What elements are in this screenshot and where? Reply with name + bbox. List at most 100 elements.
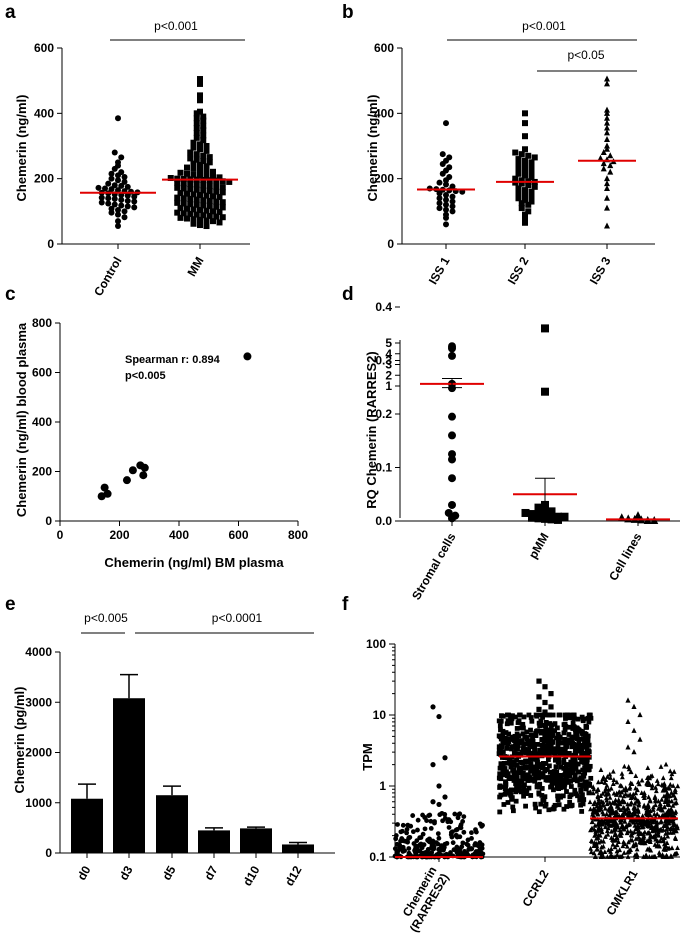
data-point [670,817,676,823]
data-point [610,781,616,786]
data-point [193,129,200,136]
data-point [216,174,223,181]
data-point [591,826,597,832]
data-point [523,750,529,756]
data-point [210,168,216,175]
data-point [518,177,525,184]
data-point [193,181,200,188]
data-point [528,793,534,798]
data-point [604,828,610,834]
data-point [614,852,620,857]
data-point [193,201,200,208]
data-point [631,703,637,710]
data-point [200,187,207,194]
data-point [635,798,641,803]
data-point [604,135,610,142]
data-point [548,724,554,730]
data-point [450,840,456,846]
data-point [596,820,602,826]
data-point [557,738,562,743]
data-point [562,736,567,742]
data-point [200,137,207,144]
data-point [508,793,514,798]
data-point [200,202,207,209]
data-point [197,161,203,168]
data-point [536,764,542,770]
data-point [557,752,563,758]
data-point [522,214,528,221]
data-point [672,787,678,792]
data-point [167,175,174,182]
data-point [415,827,420,833]
data-point [661,793,667,799]
data-point [187,149,194,156]
data-point [560,777,566,782]
data-point [603,834,608,839]
x-tick-label: Chemerin(RARRES2) [395,864,452,935]
data-point [591,813,597,819]
data-point [190,220,197,227]
data-point [628,832,634,837]
data-point [602,805,608,811]
y-tick-label: 600 [34,41,54,55]
data-point [206,197,213,204]
data-point [513,798,519,804]
data-point [554,725,560,731]
data-point [564,779,569,785]
panel-letter-a: a [5,2,16,23]
data-point [556,734,562,740]
data-point [537,712,543,718]
data-point [645,803,651,809]
data-point [585,750,591,755]
data-point [190,139,197,146]
data-point [553,764,559,770]
data-point [522,741,528,747]
data-point [509,716,515,722]
data-point [536,694,542,700]
data-point [607,152,614,159]
data-point [668,775,674,781]
data-point [515,156,522,163]
data-point [621,787,626,793]
data-point [530,738,536,744]
data-point [601,774,606,780]
data-point [630,818,636,824]
data-point [427,837,433,843]
data-point [439,160,446,167]
data-point [122,476,131,485]
data-point [604,801,610,807]
data-point [655,781,661,787]
data-point [503,783,509,789]
data-point [599,817,604,823]
y-tick-label: 5 [385,336,392,350]
data-point [580,718,586,724]
panel-d-ylabel: RQ Chemerin (RARRES2) [364,351,379,508]
data-point [578,788,584,794]
x-tick-label: Cell lines [606,530,645,583]
data-point [619,783,624,789]
data-point [648,825,654,831]
x-tick-label: d10 [240,863,263,888]
data-point [636,829,642,835]
data-point [454,850,460,855]
data-point [572,760,578,766]
data-point [586,719,592,725]
data-point [538,718,544,724]
data-point [580,772,586,778]
data-point [633,836,639,841]
data-point [661,838,666,843]
data-point [613,797,618,803]
data-point [672,800,678,806]
data-point [187,201,194,208]
data-point [428,826,434,831]
data-point [640,813,646,819]
data-point [561,779,566,785]
data-point [462,848,467,854]
data-point [655,830,661,836]
panel-b-ylabel: Chemerin (ng/ml) [365,95,380,202]
data-point [652,795,658,801]
data-point [668,825,674,831]
y-tick-label: 10 [373,708,387,722]
data-point [647,797,653,803]
data-point [566,732,572,737]
